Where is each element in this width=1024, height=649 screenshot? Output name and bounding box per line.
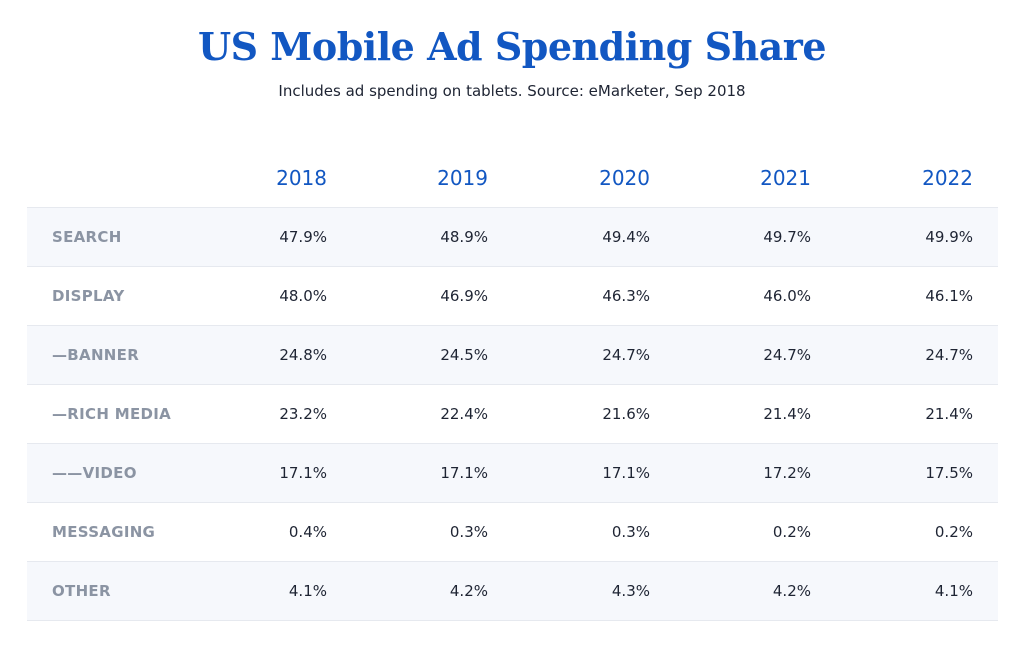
column-header-year: 2018 bbox=[276, 165, 327, 190]
table-row-video: ——VIDEO 17.1% 17.1% 17.1% 17.2% 17.5% bbox=[27, 443, 998, 502]
table-cell: 17.1% bbox=[602, 464, 650, 482]
table-row-search: SEARCH 47.9% 48.9% 49.4% 49.7% 49.9% bbox=[27, 207, 998, 266]
data-table: 2018 2019 2020 2021 2022 SEARCH 47.9% 48… bbox=[27, 148, 998, 621]
table-cell: 4.1% bbox=[288, 582, 327, 600]
table-cell: 23.2% bbox=[279, 405, 327, 423]
table-cell: 46.3% bbox=[602, 287, 650, 305]
table-cell: 49.9% bbox=[925, 228, 973, 246]
table-header-row: 2018 2019 2020 2021 2022 bbox=[27, 148, 998, 207]
table-cell: 0.3% bbox=[611, 523, 650, 541]
table-cell: 46.0% bbox=[763, 287, 811, 305]
table-cell: 46.9% bbox=[440, 287, 488, 305]
table-cell: 48.9% bbox=[440, 228, 488, 246]
table-cell: 0.4% bbox=[288, 523, 327, 541]
row-label: —RICH MEDIA bbox=[52, 405, 172, 423]
table-cell: 21.4% bbox=[763, 405, 811, 423]
row-label: MESSAGING bbox=[52, 523, 156, 541]
row-label: —BANNER bbox=[52, 346, 140, 364]
row-label: SEARCH bbox=[52, 228, 122, 246]
table-cell: 46.1% bbox=[925, 287, 973, 305]
row-label: OTHER bbox=[52, 582, 111, 600]
row-label: DISPLAY bbox=[52, 287, 125, 305]
table-cell: 17.1% bbox=[279, 464, 327, 482]
column-header-year: 2020 bbox=[599, 165, 650, 190]
table-row-messaging: MESSAGING 0.4% 0.3% 0.3% 0.2% 0.2% bbox=[27, 502, 998, 561]
table-row-rich-media: —RICH MEDIA 23.2% 22.4% 21.6% 21.4% 21.4… bbox=[27, 384, 998, 443]
table-row-display: DISPLAY 48.0% 46.9% 46.3% 46.0% 46.1% bbox=[27, 266, 998, 325]
table-row-banner: —BANNER 24.8% 24.5% 24.7% 24.7% 24.7% bbox=[27, 325, 998, 384]
chart-title: US Mobile Ad Spending Share bbox=[198, 24, 827, 69]
table-cell: 22.4% bbox=[440, 405, 488, 423]
chart-subtitle: Includes ad spending on tablets. Source:… bbox=[278, 82, 746, 100]
table-cell: 24.5% bbox=[440, 346, 488, 364]
table-cell: 4.2% bbox=[449, 582, 488, 600]
table-cell: 21.6% bbox=[602, 405, 650, 423]
table-cell: 49.7% bbox=[763, 228, 811, 246]
table-cell: 0.2% bbox=[772, 523, 811, 541]
table-cell: 48.0% bbox=[279, 287, 327, 305]
table-cell: 24.7% bbox=[602, 346, 650, 364]
table-cell: 0.2% bbox=[934, 523, 973, 541]
table-cell: 49.4% bbox=[602, 228, 650, 246]
table-cell: 21.4% bbox=[925, 405, 973, 423]
column-header-year: 2022 bbox=[922, 165, 973, 190]
table-cell: 4.2% bbox=[772, 582, 811, 600]
table-cell: 17.2% bbox=[763, 464, 811, 482]
table-cell: 0.3% bbox=[449, 523, 488, 541]
row-label: ——VIDEO bbox=[52, 464, 137, 482]
table-cell: 17.5% bbox=[925, 464, 973, 482]
table-cell: 24.7% bbox=[925, 346, 973, 364]
table-cell: 4.3% bbox=[611, 582, 650, 600]
column-header-year: 2019 bbox=[437, 165, 488, 190]
table-cell: 24.8% bbox=[279, 346, 327, 364]
table-cell: 17.1% bbox=[440, 464, 488, 482]
column-header-year: 2021 bbox=[760, 165, 811, 190]
table-cell: 47.9% bbox=[279, 228, 327, 246]
table-cell: 24.7% bbox=[763, 346, 811, 364]
table-row-other: OTHER 4.1% 4.2% 4.3% 4.2% 4.1% bbox=[27, 561, 998, 621]
table-cell: 4.1% bbox=[934, 582, 973, 600]
